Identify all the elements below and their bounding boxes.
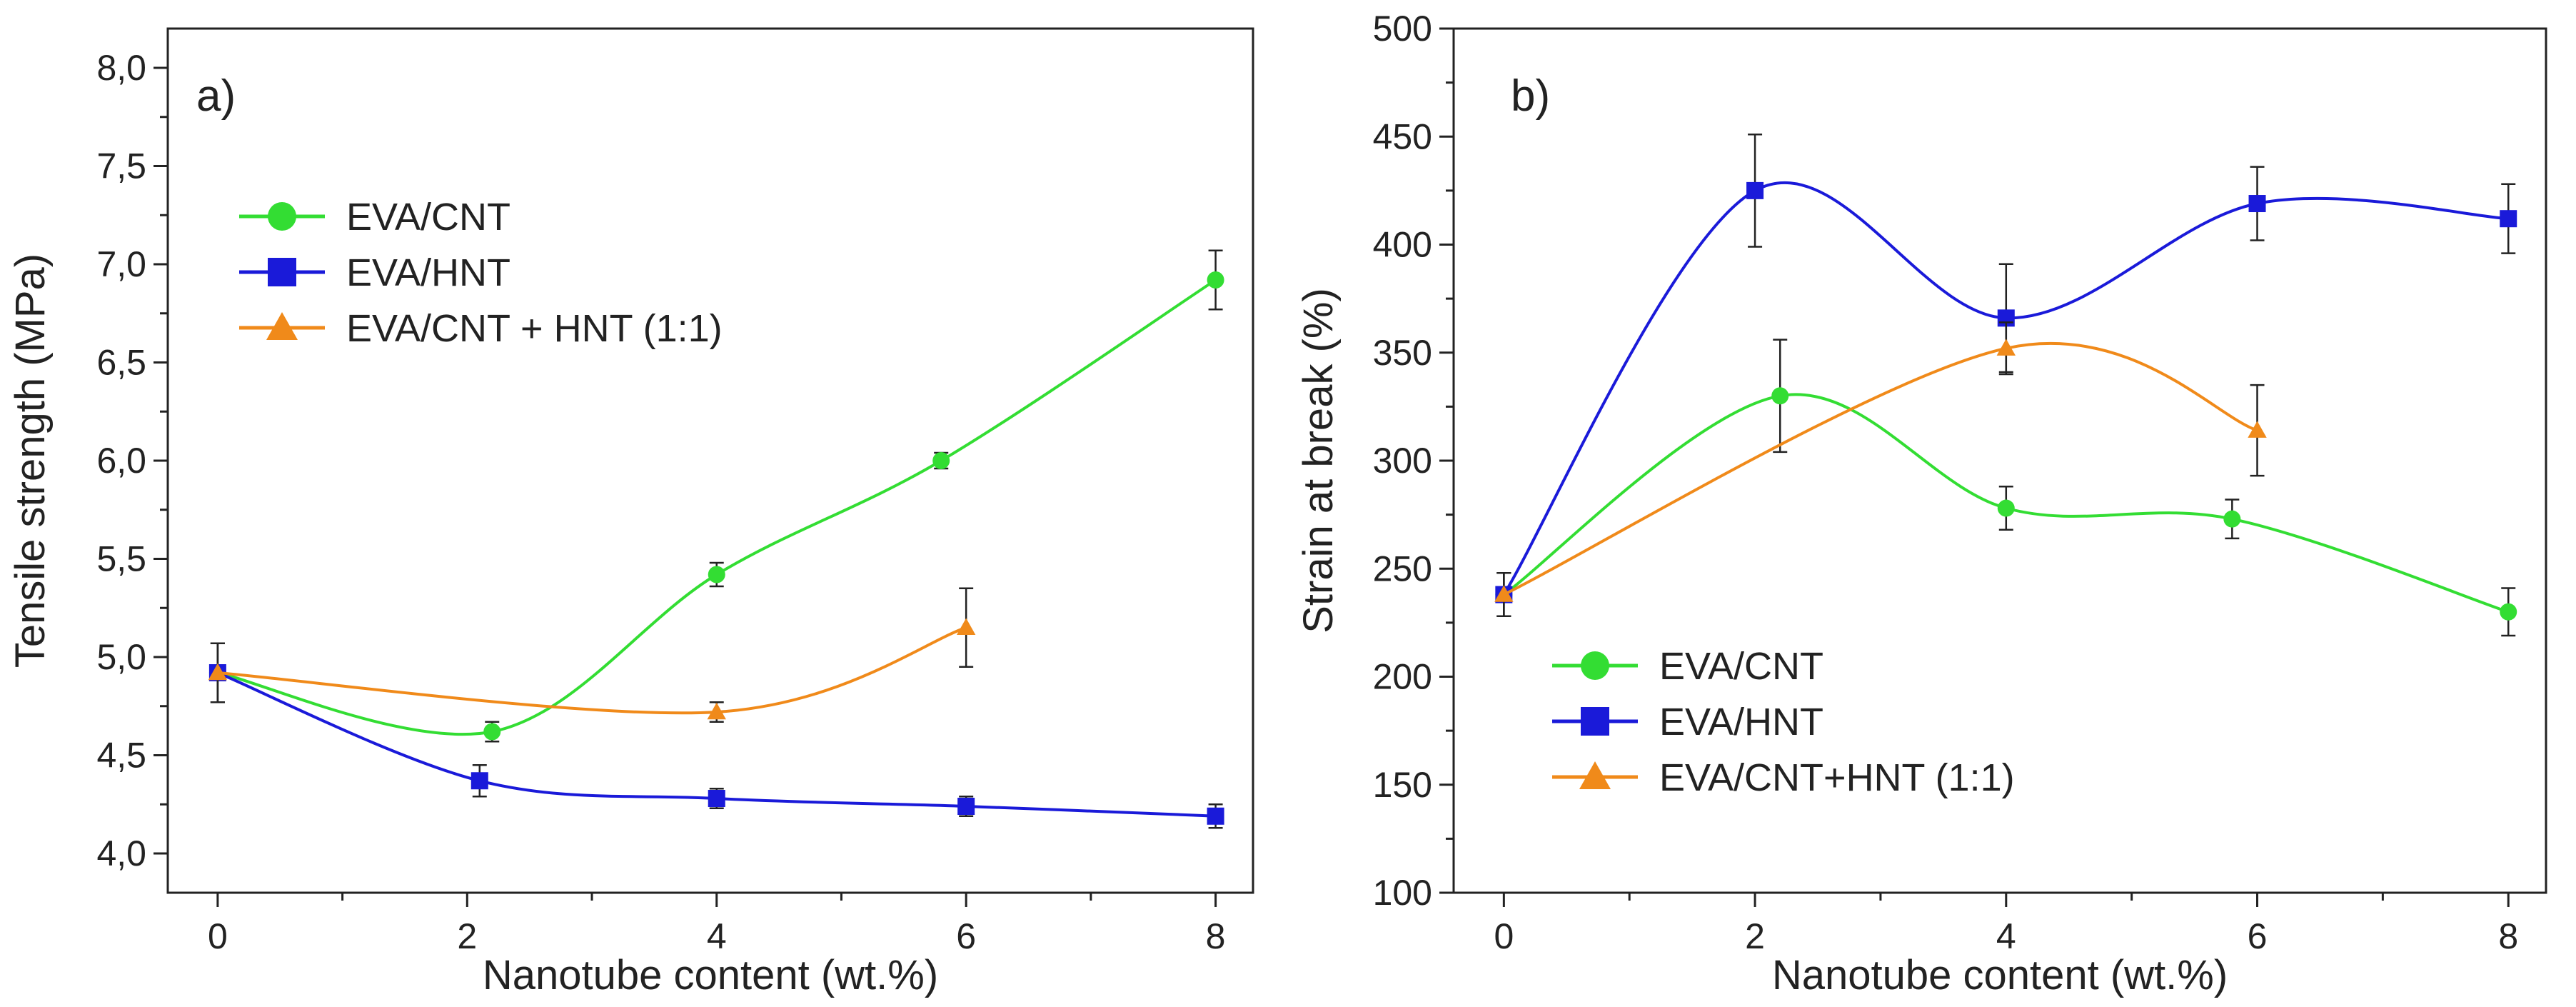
legend-label: EVA/HNT bbox=[346, 251, 510, 294]
data-point bbox=[708, 566, 725, 583]
x-tick-label: 2 bbox=[457, 916, 477, 956]
legend-label: EVA/CNT+HNT (1:1) bbox=[1659, 756, 2015, 799]
legend-marker bbox=[266, 312, 298, 340]
data-point bbox=[708, 790, 725, 807]
series-line bbox=[1503, 393, 2509, 613]
strain-at-break-chart: 0 2 4 6 8 100 150 200 250 300 350 400 450 500 b) Nano… bbox=[1288, 0, 2576, 1007]
data-point bbox=[2500, 603, 2517, 621]
x-tick-label: 0 bbox=[1494, 916, 1514, 956]
x-tick-label: 0 bbox=[208, 916, 228, 956]
x-tick-label: 4 bbox=[707, 916, 727, 956]
panel-label: a) bbox=[196, 71, 236, 121]
y-tick-label: 350 bbox=[1373, 333, 1432, 373]
data-point bbox=[956, 618, 976, 635]
y-tick-label: 400 bbox=[1373, 225, 1432, 265]
data-point bbox=[1207, 271, 1224, 289]
y-tick-label: 4,0 bbox=[96, 833, 146, 873]
x-tick-label: 6 bbox=[2248, 916, 2268, 956]
data-point bbox=[1996, 339, 2016, 356]
y-tick-label: 8,0 bbox=[96, 48, 146, 88]
x-axis-label: Nanotube content (wt.%) bbox=[483, 952, 938, 998]
legend: EVA/CNT EVA/HNT EVA/CNT+HNT (1:1) bbox=[1552, 645, 2015, 799]
strain-at-break-plot: 0 2 4 6 8 100 150 200 250 300 350 400 450 500 b) Nano… bbox=[1295, 9, 2547, 998]
y-tick-label: 150 bbox=[1373, 765, 1432, 805]
panel-label: b) bbox=[1511, 71, 1550, 121]
x-tick-label: 2 bbox=[1745, 916, 1765, 956]
y-tick-label: 6,5 bbox=[96, 343, 146, 383]
legend: EVA/CNT EVA/HNT EVA/CNT + HNT (1:1) bbox=[239, 196, 723, 350]
legend-marker bbox=[268, 202, 296, 231]
series-line bbox=[1503, 342, 2258, 596]
legend-label: EVA/CNT bbox=[1659, 645, 1823, 688]
series-line bbox=[217, 626, 967, 715]
y-tick-label: 4,5 bbox=[96, 736, 146, 776]
data-point bbox=[2248, 421, 2267, 438]
legend-label: EVA/CNT bbox=[346, 196, 510, 239]
data-point bbox=[2223, 510, 2241, 528]
data-point bbox=[1746, 181, 1764, 199]
x-tick-label: 8 bbox=[1206, 916, 1226, 956]
data-point bbox=[1494, 585, 1514, 602]
legend-marker bbox=[1581, 707, 1609, 736]
legend-label: EVA/HNT bbox=[1659, 701, 1823, 743]
y-axis-label: Strain at break (%) bbox=[1295, 288, 1342, 633]
data-point bbox=[932, 452, 950, 469]
data-point bbox=[208, 663, 228, 681]
plot-frame bbox=[166, 27, 1254, 894]
data-point bbox=[2500, 210, 2517, 228]
data-point bbox=[1771, 387, 1789, 405]
y-tick-label: 500 bbox=[1373, 9, 1432, 49]
data-point bbox=[483, 723, 501, 741]
y-tick-label: 100 bbox=[1373, 873, 1432, 913]
y-tick-label: 300 bbox=[1373, 441, 1432, 481]
tensile-strength-plot: 0 2 4 6 8 4,0 4,5 5,0 5,5 6,0 6,5 7,0 7,5 8,0 a) Nano… bbox=[7, 27, 1254, 998]
y-tick-label: 7,0 bbox=[96, 244, 146, 284]
y-tick-label: 7,5 bbox=[96, 146, 146, 186]
data-point bbox=[707, 702, 726, 720]
x-tick-label: 4 bbox=[1996, 916, 2016, 956]
series-line bbox=[1502, 181, 2509, 596]
legend-marker bbox=[268, 258, 296, 286]
y-tick-label: 250 bbox=[1373, 548, 1432, 588]
x-axis-label: Nanotube content (wt.%) bbox=[1772, 952, 2228, 998]
data-point bbox=[2248, 195, 2266, 213]
y-tick-label: 6,0 bbox=[96, 441, 146, 481]
data-point bbox=[1997, 499, 2015, 517]
legend-marker bbox=[1579, 761, 1611, 789]
tensile-strength-chart: 0 2 4 6 8 4,0 4,5 5,0 5,5 6,0 6,5 7,0 7,5 8,0 a) Nano… bbox=[7, 27, 1254, 998]
data-point bbox=[471, 772, 488, 790]
y-tick-label: 200 bbox=[1373, 657, 1432, 697]
x-tick-label: 6 bbox=[956, 916, 976, 956]
data-point bbox=[957, 798, 975, 815]
x-tick-label: 8 bbox=[2498, 916, 2518, 956]
data-point bbox=[1207, 807, 1224, 825]
y-tick-label: 5,5 bbox=[96, 539, 146, 579]
y-tick-label: 5,0 bbox=[96, 637, 146, 677]
legend-label: EVA/CNT + HNT (1:1) bbox=[346, 307, 723, 350]
y-tick-label: 450 bbox=[1373, 116, 1432, 156]
legend-marker bbox=[1581, 651, 1609, 680]
y-axis-label: Tensile strength (MPa) bbox=[7, 254, 54, 668]
